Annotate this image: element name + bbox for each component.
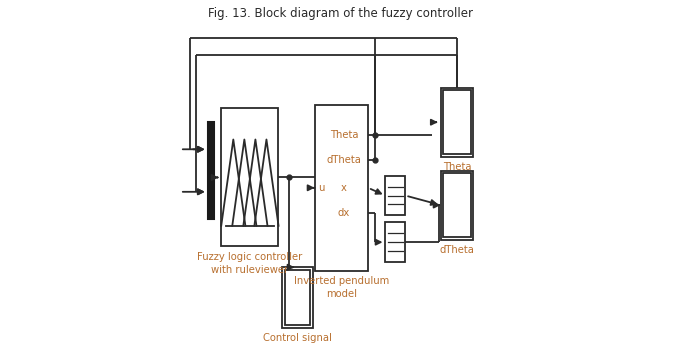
Bar [208,122,215,219]
Bar [385,222,405,262]
Text: Fuzzy logic controller
with ruleviewer: Fuzzy logic controller with ruleviewer [197,252,302,275]
Bar [285,270,310,325]
Text: Inverted pendulum
model: Inverted pendulum model [294,276,389,299]
Bar [443,90,471,154]
Bar [282,267,313,327]
Text: Theta: Theta [330,130,358,140]
Text: dTheta: dTheta [327,155,362,165]
Bar [221,109,279,246]
Text: Theta: Theta [443,162,471,172]
Bar [441,171,473,239]
Text: Fig. 13. Block diagram of the fuzzy controller: Fig. 13. Block diagram of the fuzzy cont… [208,7,473,19]
Bar [385,176,405,215]
Bar [443,173,471,237]
Text: dx: dx [338,208,350,218]
Text: Control signal: Control signal [263,333,332,343]
Text: x: x [341,183,347,193]
Text: dTheta: dTheta [439,245,475,255]
Bar [441,88,473,157]
Bar [315,105,368,271]
Text: u: u [318,183,324,193]
